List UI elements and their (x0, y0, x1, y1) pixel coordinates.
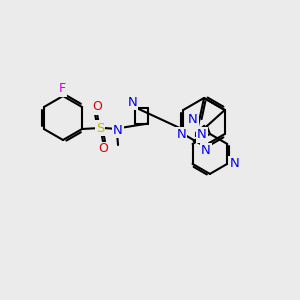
Text: N: N (113, 124, 123, 136)
Text: O: O (92, 100, 102, 113)
Text: N: N (128, 95, 137, 109)
Text: N: N (229, 158, 239, 170)
Text: S: S (96, 122, 104, 134)
Text: N: N (188, 113, 198, 126)
Text: N: N (176, 128, 186, 142)
Text: N: N (197, 128, 207, 142)
Text: N: N (201, 145, 211, 158)
Text: O: O (98, 142, 108, 155)
Text: F: F (58, 82, 66, 95)
